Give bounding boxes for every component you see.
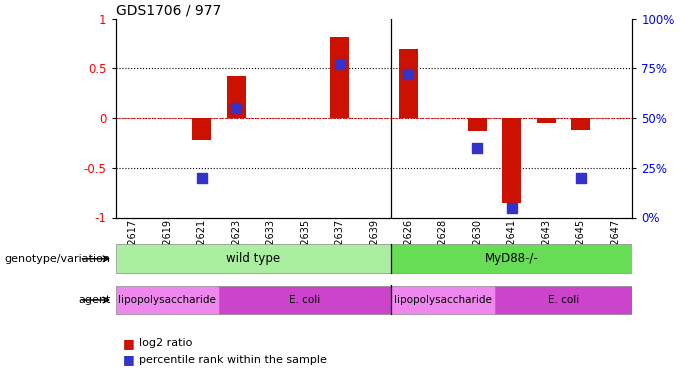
Bar	[330, 37, 349, 118]
Bar	[391, 244, 632, 273]
Point	[472, 145, 483, 151]
Text: percentile rank within the sample: percentile rank within the sample	[139, 355, 327, 365]
Point	[507, 205, 517, 211]
Bar	[468, 118, 487, 131]
Text: wild type: wild type	[226, 252, 280, 265]
Bar	[494, 286, 632, 314]
Point	[403, 71, 414, 77]
Text: log2 ratio: log2 ratio	[139, 338, 192, 348]
Point	[575, 175, 586, 181]
Text: ■: ■	[122, 337, 134, 350]
Point	[334, 62, 345, 68]
Bar	[399, 49, 418, 118]
Bar	[571, 118, 590, 130]
Text: genotype/variation: genotype/variation	[5, 254, 110, 264]
Bar	[537, 118, 556, 123]
Point	[231, 105, 241, 111]
Text: E. coli: E. coli	[290, 295, 321, 305]
Text: GDS1706 / 977: GDS1706 / 977	[116, 4, 221, 18]
Bar	[116, 286, 219, 314]
Bar	[503, 118, 522, 202]
Text: lipopolysaccharide: lipopolysaccharide	[394, 295, 492, 305]
Text: agent: agent	[78, 295, 110, 305]
Text: ■: ■	[122, 354, 134, 366]
Bar	[391, 286, 494, 314]
Text: lipopolysaccharide: lipopolysaccharide	[118, 295, 216, 305]
Bar	[226, 76, 245, 118]
Bar	[116, 244, 391, 273]
Bar	[192, 118, 211, 140]
Bar	[219, 286, 391, 314]
Text: MyD88-/-: MyD88-/-	[485, 252, 539, 265]
Text: E. coli: E. coli	[548, 295, 579, 305]
Point	[197, 175, 207, 181]
